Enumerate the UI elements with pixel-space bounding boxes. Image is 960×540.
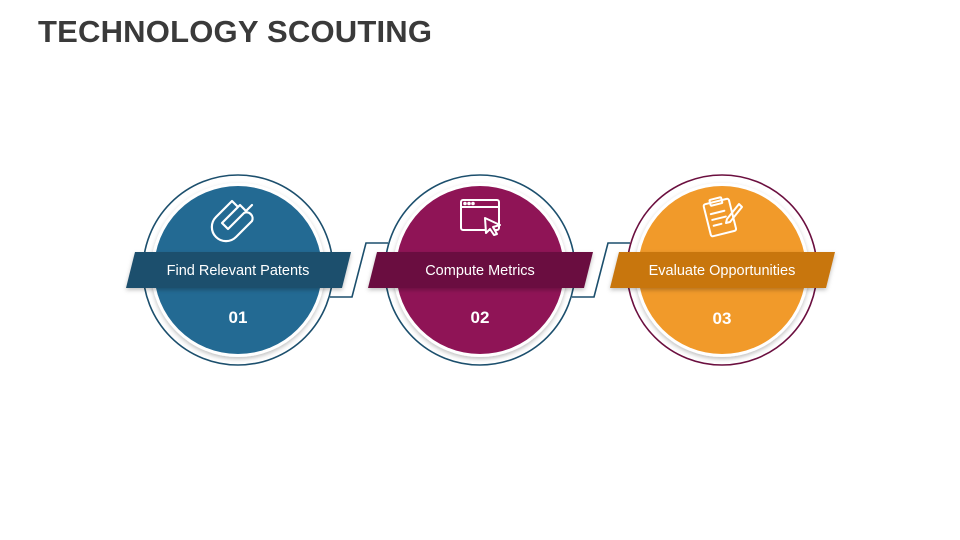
clipboard-pencil-icon [702, 196, 743, 238]
browser-cursor-icon [460, 199, 501, 236]
step-3-ribbon [610, 252, 835, 288]
slide-title: TECHNOLOGY SCOUTING [38, 14, 433, 49]
step-1-label: Find Relevant Patents [167, 263, 310, 279]
magnet-icon [210, 199, 254, 243]
step-1-ribbon [126, 252, 351, 288]
step-2-ribbon [368, 252, 593, 288]
step-1-number: 01 [229, 308, 248, 327]
step-3-label: Evaluate Opportunities [649, 263, 796, 279]
step-2-label: Compute Metrics [425, 263, 535, 279]
connector-2-3 [572, 242, 630, 298]
step-2: Compute Metrics 02 [368, 174, 593, 366]
connector-1-2 [330, 242, 388, 298]
step-3-number: 03 [713, 309, 732, 328]
step-1: Find Relevant Patents 01 [126, 174, 351, 366]
step-3: Evaluate Opportunities 03 [610, 174, 835, 366]
step-2-number: 02 [471, 308, 490, 327]
